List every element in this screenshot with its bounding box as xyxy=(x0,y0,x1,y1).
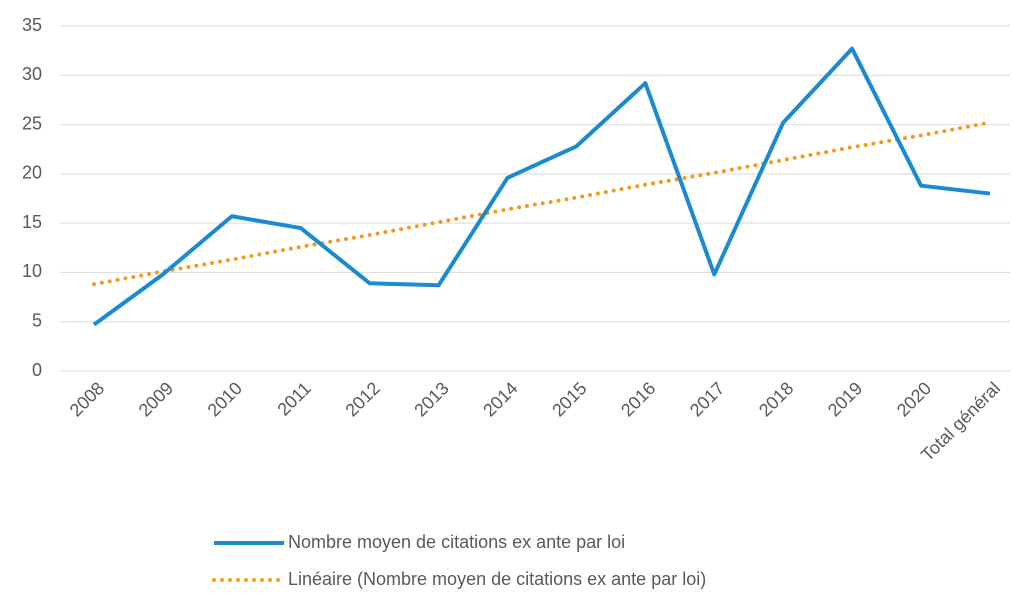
y-tick-label: 0 xyxy=(32,360,42,380)
y-tick-label: 35 xyxy=(22,15,42,35)
x-tick-label: 2010 xyxy=(204,378,246,420)
y-tick-label: 25 xyxy=(22,113,42,133)
x-tick-label: 2011 xyxy=(273,378,315,420)
x-tick-label: 2014 xyxy=(479,378,521,420)
x-tick-label: 2018 xyxy=(755,378,797,420)
y-tick-label: 10 xyxy=(22,261,42,281)
y-tick-label: 30 xyxy=(22,64,42,84)
x-tick-label: 2015 xyxy=(548,378,590,420)
series-line xyxy=(92,120,992,287)
x-tick-label: 2008 xyxy=(66,378,108,420)
legend-label: Linéaire (Nombre moyen de citations ex a… xyxy=(288,569,706,589)
y-tick-label: 15 xyxy=(22,212,42,232)
x-tick-label: 2020 xyxy=(893,378,935,420)
x-tick-label: 2016 xyxy=(617,378,659,420)
y-tick-label: 20 xyxy=(22,163,42,183)
x-tick-label: 2019 xyxy=(824,378,866,420)
legend-label: Nombre moyen de citations ex ante par lo… xyxy=(288,532,625,552)
x-tick-label: 2017 xyxy=(686,378,728,420)
x-tick-label: 2013 xyxy=(410,378,452,420)
x-tick-label: 2012 xyxy=(341,378,383,420)
y-tick-label: 5 xyxy=(32,310,42,330)
x-tick-label: 2009 xyxy=(135,378,177,420)
series-line xyxy=(92,46,991,327)
